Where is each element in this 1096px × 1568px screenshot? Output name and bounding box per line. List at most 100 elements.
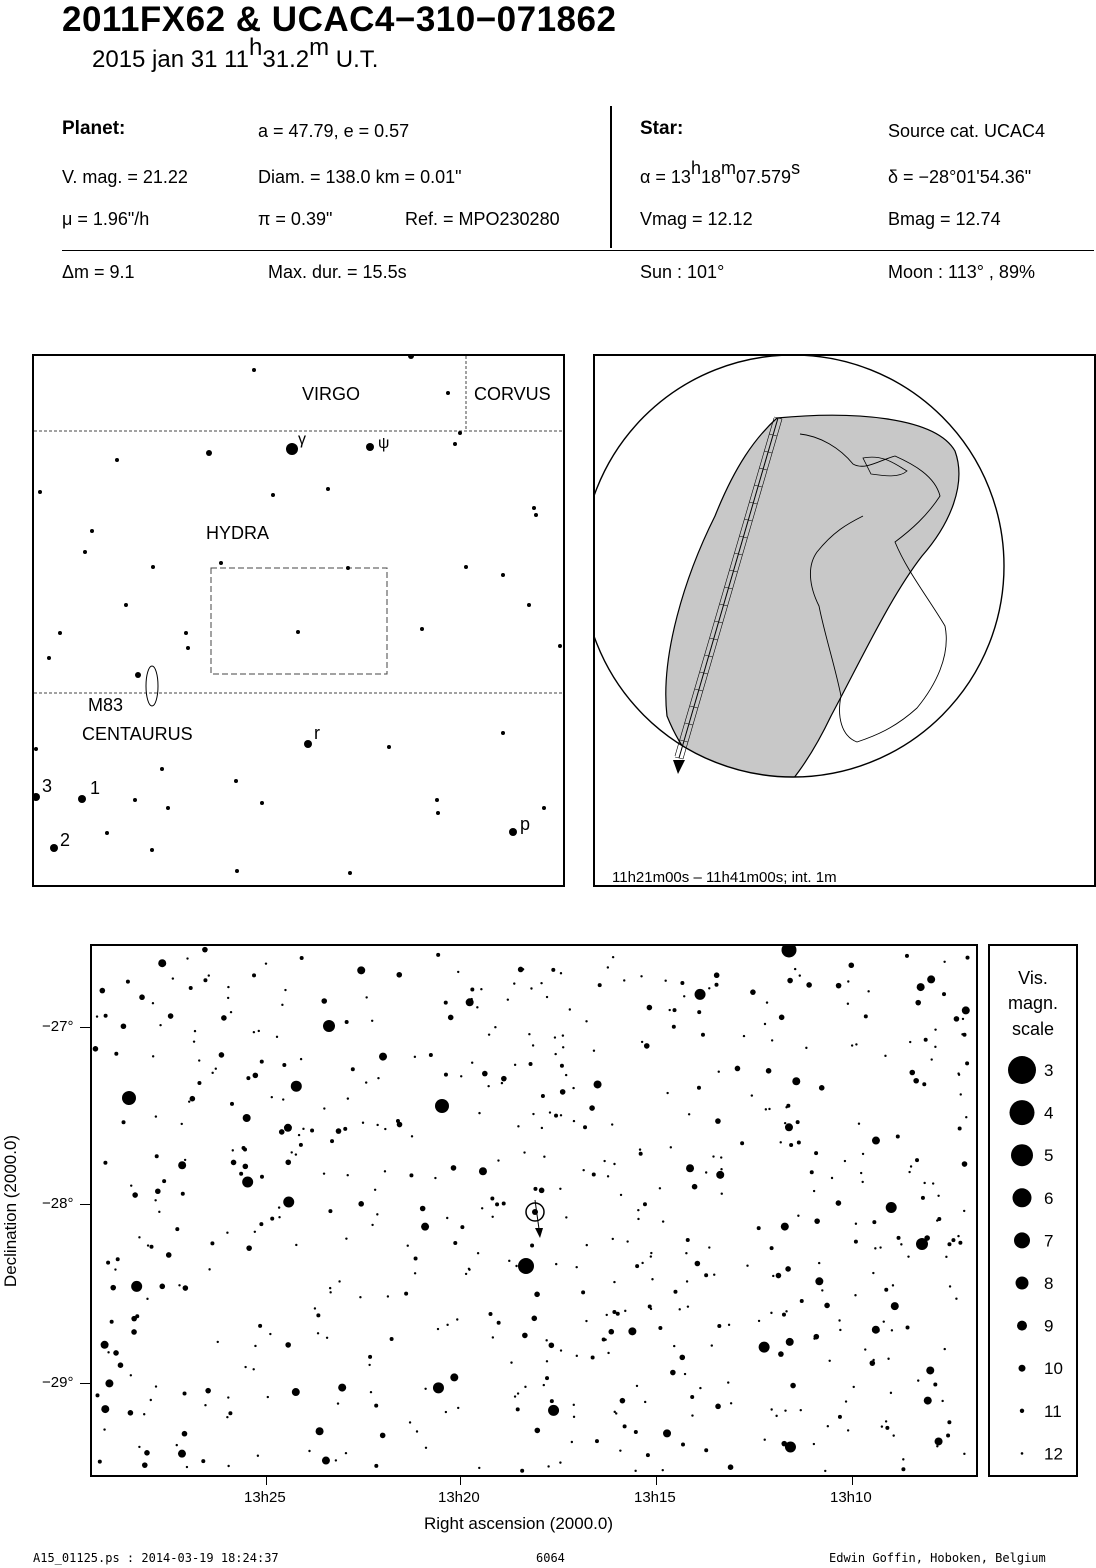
- detail-star: [226, 1415, 229, 1419]
- detail-chart: [90, 942, 978, 1477]
- detail-star: [643, 1400, 647, 1404]
- detail-star: [270, 1095, 273, 1099]
- ra-tickmark-1315: [656, 1477, 657, 1485]
- detail-star: [864, 1348, 867, 1351]
- detail-star: [926, 1366, 935, 1375]
- detail-star: [615, 1311, 620, 1316]
- detail-star: [626, 1240, 629, 1243]
- detail-star: [252, 1072, 259, 1079]
- track-tick: [689, 705, 698, 709]
- detail-star: [424, 1387, 427, 1390]
- detail-star: [242, 1163, 249, 1170]
- detail-star: [640, 1040, 644, 1044]
- detail-star: [765, 1001, 769, 1004]
- detail-star: [564, 1073, 568, 1077]
- scale-label-8: 8: [1044, 1274, 1053, 1293]
- detail-star: [679, 1354, 686, 1361]
- scale-dot-9: [1017, 1320, 1027, 1331]
- detail-star: [953, 1016, 960, 1022]
- detail-star: [540, 1126, 544, 1130]
- detail-star: [605, 1313, 608, 1317]
- detail-star: [205, 1387, 211, 1394]
- detail-star: [784, 1123, 793, 1132]
- detail-star: [487, 1033, 491, 1036]
- detail-star: [710, 1344, 713, 1347]
- detail-star: [384, 1127, 387, 1131]
- detail-star: [922, 1082, 927, 1087]
- detail-star: [610, 1123, 614, 1126]
- detail-star: [376, 1213, 379, 1216]
- track-tick: [768, 433, 778, 437]
- detail-star: [661, 1468, 664, 1472]
- finder-star: [408, 353, 414, 359]
- detail-star: [358, 1201, 364, 1207]
- detail-star: [523, 1151, 526, 1154]
- detail-star: [649, 1307, 653, 1311]
- detail-star: [202, 946, 208, 953]
- detail-star: [476, 1252, 480, 1255]
- detail-star: [839, 1328, 842, 1332]
- detail-star: [182, 1285, 189, 1291]
- detail-star: [869, 1360, 876, 1366]
- finder-stars: [32, 353, 562, 875]
- detail-star: [930, 1058, 933, 1061]
- detail-star: [92, 1046, 99, 1052]
- detail-star: [299, 956, 304, 961]
- detail-star: [434, 1176, 437, 1180]
- scale-dot-11: [1019, 1408, 1025, 1413]
- detail-star: [386, 1295, 390, 1298]
- detail-star: [908, 1170, 911, 1174]
- detail-star: [540, 981, 543, 985]
- detail-star: [923, 1396, 932, 1405]
- detail-star: [669, 1146, 673, 1149]
- track-tick: [724, 586, 733, 590]
- finder-star: [206, 450, 212, 456]
- detail-star: [252, 973, 257, 978]
- footer-author: Edwin Goffin, Hoboken, Belgium: [829, 1551, 1046, 1565]
- track-tick: [759, 467, 768, 471]
- detail-star: [770, 1311, 773, 1315]
- scale-label-9: 9: [1044, 1317, 1053, 1336]
- detail-star: [900, 1243, 903, 1246]
- coastline-antarctic: [767, 788, 875, 804]
- detail-star: [797, 1214, 800, 1217]
- detail-star: [585, 1243, 588, 1247]
- detail-star: [690, 1394, 695, 1399]
- planet-mu: μ = 1.96"/h: [62, 209, 150, 229]
- detail-star: [642, 1202, 647, 1207]
- detail-star: [229, 1010, 233, 1014]
- detail-star: [867, 990, 870, 993]
- track-direction-arrow: [673, 760, 685, 774]
- detail-star: [835, 982, 842, 989]
- detail-star: [583, 1125, 588, 1130]
- detail-star: [884, 1287, 889, 1292]
- finder-star: [534, 513, 538, 517]
- detail-star: [613, 1162, 616, 1166]
- detail-star: [624, 1309, 627, 1313]
- track-tick: [679, 739, 689, 743]
- detail-star: [259, 1174, 264, 1179]
- finder-star: [115, 458, 119, 462]
- detail-star: [183, 1158, 187, 1162]
- globe-caption: 11h21m00s – 11h41m00s; int. 1m: [612, 869, 837, 885]
- scale-dot-4: [1009, 1100, 1035, 1126]
- detail-star: [242, 1114, 251, 1123]
- detail-svg: [92, 942, 970, 1473]
- detail-star: [321, 1456, 330, 1465]
- detail-star: [946, 1433, 951, 1438]
- finder-star: [58, 631, 62, 635]
- detail-star: [284, 988, 287, 992]
- detail-star: [542, 1383, 545, 1387]
- finder-star: [135, 672, 141, 678]
- finder-star: [509, 828, 517, 836]
- finder-star: [47, 656, 51, 660]
- finder-star: [133, 798, 137, 802]
- detail-star: [443, 1072, 448, 1077]
- detail-star: [513, 982, 516, 985]
- detail-star: [227, 985, 230, 989]
- detail-star: [244, 1365, 247, 1369]
- table-divider: [610, 106, 612, 248]
- scale-label-12: 12: [1044, 1444, 1063, 1463]
- detail-star: [330, 1139, 335, 1144]
- detail-star: [227, 1396, 230, 1399]
